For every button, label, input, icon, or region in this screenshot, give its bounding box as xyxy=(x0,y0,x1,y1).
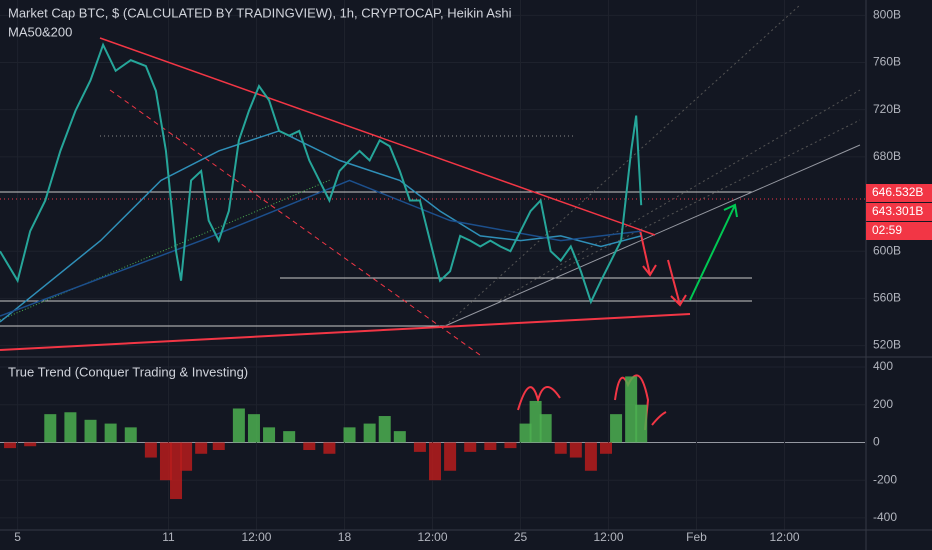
y-tick-label: 720B xyxy=(873,102,901,116)
y-tick-label: 800B xyxy=(873,8,901,22)
x-tick-label: 12:00 xyxy=(417,530,447,544)
histogram-bar xyxy=(393,431,406,443)
histogram-bar xyxy=(144,442,157,458)
histogram-bar xyxy=(232,408,245,443)
y-tick-label: -400 xyxy=(873,510,897,524)
histogram-bar xyxy=(283,431,296,443)
x-tick-label: 25 xyxy=(514,530,528,544)
x-tick-label: Feb xyxy=(686,530,707,544)
indicator-label: MA50&200 xyxy=(8,24,72,39)
histogram-bar xyxy=(104,423,117,443)
histogram-bar xyxy=(625,376,638,443)
y-tick-label: 200 xyxy=(873,397,893,411)
histogram-bar xyxy=(363,423,376,443)
histogram-bar xyxy=(464,442,477,452)
histogram-bar xyxy=(303,442,316,450)
x-tick-label: 12:00 xyxy=(770,530,800,544)
price-badge xyxy=(866,184,932,202)
histogram-bar xyxy=(444,442,457,471)
histogram-bar xyxy=(212,442,225,450)
histogram-bar xyxy=(554,442,567,454)
histogram-bar xyxy=(24,442,37,447)
ma-line xyxy=(0,179,642,317)
price-label: 646.532B xyxy=(872,185,923,199)
price-label: 643.301B xyxy=(872,204,923,218)
histogram-bar xyxy=(584,442,597,471)
histogram-bar xyxy=(610,414,623,443)
y-tick-label: 680B xyxy=(873,149,901,163)
histogram-bar xyxy=(44,414,57,443)
histogram-bar xyxy=(263,427,276,443)
histogram-bar xyxy=(378,416,391,443)
histogram-bar xyxy=(519,423,532,443)
chart-title: Market Cap BTC, $ (CALCULATED BY TRADING… xyxy=(8,5,512,20)
y-tick-label: -200 xyxy=(873,472,897,486)
histogram-bar xyxy=(413,442,426,452)
price-badge xyxy=(866,222,932,240)
histogram-bar xyxy=(635,404,648,443)
price-badge xyxy=(866,203,932,221)
histogram-bar xyxy=(170,442,183,500)
histogram-bar xyxy=(569,442,582,458)
histogram-bar xyxy=(159,442,172,481)
y-tick-label: 520B xyxy=(873,338,901,352)
histogram-bar xyxy=(504,442,517,449)
histogram-bar xyxy=(84,419,97,443)
y-tick-label: 560B xyxy=(873,291,901,305)
indicator-title: True Trend (Conquer Trading & Investing) xyxy=(8,364,248,379)
histogram-bar xyxy=(323,442,336,454)
price-line xyxy=(0,42,643,305)
y-tick-label: 0 xyxy=(873,435,880,449)
x-tick-label: 11 xyxy=(162,530,175,544)
histogram-bar xyxy=(484,442,497,450)
histogram-bar xyxy=(124,427,137,443)
y-tick-label: 760B xyxy=(873,55,901,69)
histogram-bar xyxy=(64,412,77,443)
histogram-bar xyxy=(180,442,193,471)
histogram-bar xyxy=(4,442,17,449)
x-tick-label: 18 xyxy=(338,530,352,544)
countdown-label: 02:59 xyxy=(872,223,902,237)
x-tick-label: 5 xyxy=(14,530,21,544)
x-tick-label: 12:00 xyxy=(594,530,624,544)
histogram-bar xyxy=(529,400,542,443)
y-tick-label: 400 xyxy=(873,359,893,373)
x-tick-label: 12:00 xyxy=(241,530,271,544)
y-tick-label: 600B xyxy=(873,243,901,257)
histogram-bar xyxy=(600,442,613,454)
histogram-bar xyxy=(247,414,260,443)
histogram-bar xyxy=(539,414,552,443)
histogram-bar xyxy=(195,442,208,454)
histogram-bar xyxy=(429,442,442,481)
ma-line xyxy=(0,130,642,323)
histogram-bar xyxy=(343,427,356,443)
